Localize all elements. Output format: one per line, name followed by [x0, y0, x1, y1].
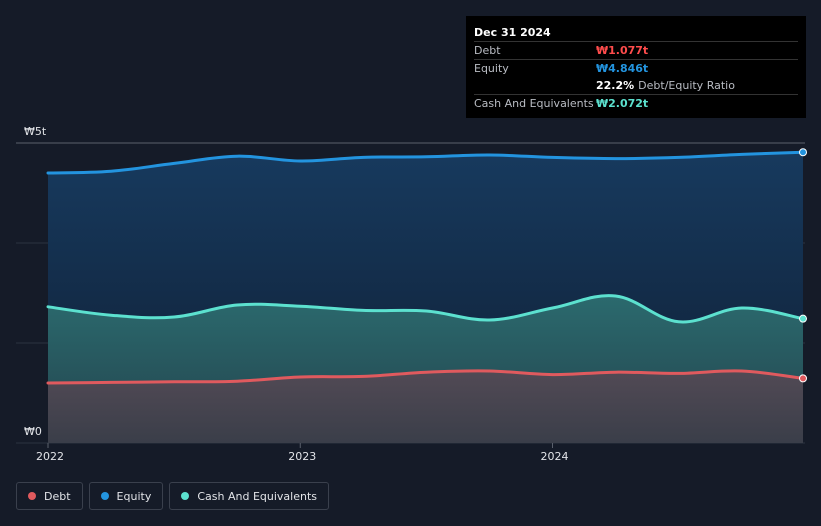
legend-item-equity[interactable]: Equity: [88, 482, 164, 510]
cash-dot-icon: [181, 492, 190, 500]
legend-item-debt[interactable]: Debt: [16, 482, 83, 510]
x-tick-label: 2024: [541, 450, 569, 463]
debt-area: [48, 370, 803, 443]
tooltip-debt-value: ₩1.077t: [596, 44, 649, 57]
cash-and-equivalents-end-point: [799, 314, 807, 323]
tooltip-date: Dec 31 2024: [474, 26, 551, 39]
y-tick-label: ₩5t: [24, 125, 47, 138]
equity-end-point: [799, 148, 807, 157]
chart-legend: Debt Equity Cash And Equivalents: [16, 482, 329, 510]
data-tooltip: Dec 31 2024 Debt ₩1.077t Equity ₩4.846t …: [466, 16, 806, 118]
tooltip-row-debt: Debt ₩1.077t: [474, 41, 798, 59]
tooltip-cash-value: ₩2.072t: [596, 97, 649, 110]
tooltip-ratio-label: Debt/Equity Ratio: [638, 79, 735, 92]
tooltip-equity-label: Equity: [474, 62, 509, 75]
debt-end-point: [799, 374, 807, 383]
debt-line: [46, 369, 805, 385]
tooltip-debt-label: Debt: [474, 44, 501, 57]
tooltip-ratio-value: 22.2%: [596, 79, 635, 92]
x-tick-label: 2023: [288, 450, 316, 463]
tooltip-cash-label: Cash And Equivalents: [474, 97, 594, 110]
legend-item-cash[interactable]: Cash And Equivalents: [169, 482, 329, 510]
equity-line: [46, 150, 805, 175]
legend-equity-label: Equity: [116, 489, 152, 503]
cash-and-equivalents-line: [46, 294, 805, 324]
y-tick-label: ₩0: [24, 425, 42, 438]
tooltip-row-equity: Equity ₩4.846t: [474, 59, 798, 77]
tooltip-row-ratio: 22.2% Debt/Equity Ratio: [474, 77, 798, 94]
legend-debt-label: Debt: [44, 489, 71, 503]
x-tick-label: 2022: [36, 450, 64, 463]
equity-dot-icon: [100, 492, 109, 500]
debt-dot-icon: [28, 492, 36, 500]
legend-cash-label: Cash And Equivalents: [197, 489, 317, 503]
tooltip-equity-value: ₩4.846t: [596, 62, 649, 75]
tooltip-row-cash: Cash And Equivalents ₩2.072t: [474, 94, 798, 112]
